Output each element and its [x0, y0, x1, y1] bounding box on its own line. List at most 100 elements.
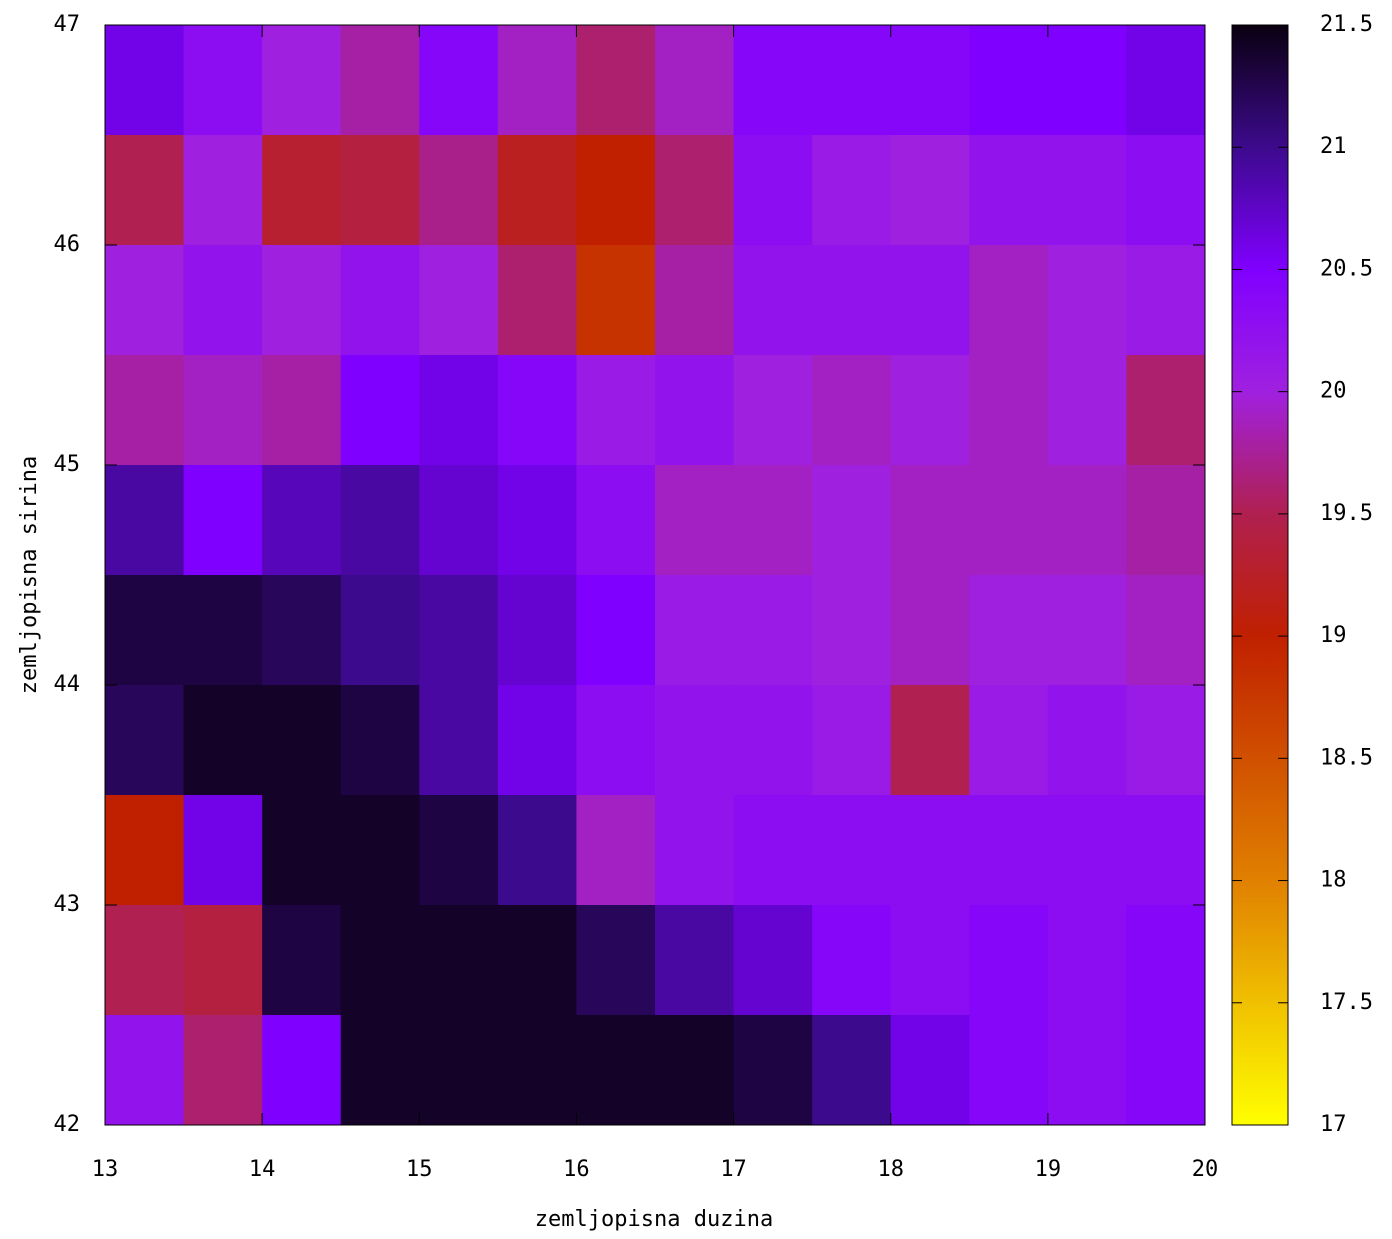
x-axis-label: zemljopisna duzina [535, 1207, 773, 1232]
heat-cell [105, 465, 185, 576]
heat-cell [890, 795, 970, 906]
x-tick-label: 18 [877, 1157, 904, 1182]
heat-cell [890, 465, 970, 576]
heat-cell [969, 1015, 1049, 1126]
heat-cell [655, 685, 735, 796]
heat-cell [576, 135, 656, 246]
heat-cell [183, 1015, 263, 1126]
x-tick-label: 19 [1035, 1157, 1062, 1182]
heat-cell [576, 25, 656, 136]
heat-cell [733, 245, 813, 356]
heat-cell [340, 245, 420, 356]
heat-cell [969, 575, 1049, 686]
x-tick-label: 13 [92, 1157, 119, 1182]
heat-cell [1047, 355, 1127, 466]
heat-cell [340, 795, 420, 906]
colorbar-tick-label: 21.5 [1320, 12, 1373, 37]
heat-cell [576, 905, 656, 1016]
heat-cell [576, 465, 656, 576]
heat-cell [183, 135, 263, 246]
heat-cell [105, 245, 185, 356]
heat-cell [262, 25, 342, 136]
heat-cell [105, 685, 185, 796]
heat-cell [1126, 685, 1206, 796]
y-tick-label: 46 [54, 232, 81, 257]
heat-cell [655, 355, 735, 466]
heat-cell [1126, 245, 1206, 356]
heat-cell [497, 25, 577, 136]
heat-cell [183, 355, 263, 466]
heat-cell [812, 795, 892, 906]
heat-cell [497, 1015, 577, 1126]
x-tick-label: 14 [249, 1157, 276, 1182]
heat-cell [419, 355, 499, 466]
x-tick-label: 17 [720, 1157, 747, 1182]
heat-cell [183, 25, 263, 136]
heat-cell [812, 135, 892, 246]
heat-cell [1047, 795, 1127, 906]
heat-cell [419, 1015, 499, 1126]
heat-cell [733, 135, 813, 246]
heat-cell [812, 905, 892, 1016]
heat-cell [497, 795, 577, 906]
heat-cell [183, 685, 263, 796]
heat-cell [969, 905, 1049, 1016]
y-axis-label: zemljopisna sirina [17, 456, 42, 694]
heat-cell [183, 245, 263, 356]
heat-cell [419, 905, 499, 1016]
heat-cell [1126, 465, 1206, 576]
heat-cell [812, 685, 892, 796]
heat-cell [890, 1015, 970, 1126]
colorbar [1231, 24, 1289, 1126]
x-tick-label: 16 [563, 1157, 590, 1182]
heat-cell [1126, 575, 1206, 686]
heat-cell [969, 465, 1049, 576]
heat-cell [262, 1015, 342, 1126]
heat-cell [733, 685, 813, 796]
heat-cell [105, 795, 185, 906]
heat-cell [1047, 1015, 1127, 1126]
heat-cell [1047, 575, 1127, 686]
heat-cell [733, 905, 813, 1016]
heat-cell [1047, 25, 1127, 136]
heat-cell [655, 575, 735, 686]
y-tick-label: 44 [54, 672, 81, 697]
heat-cell [497, 355, 577, 466]
heat-cell [419, 25, 499, 136]
heat-cell [105, 575, 185, 686]
heat-cell [812, 1015, 892, 1126]
heat-cell [655, 25, 735, 136]
colorbar-tick-label: 17 [1320, 1112, 1347, 1137]
heat-cell [576, 685, 656, 796]
heat-cell [969, 135, 1049, 246]
heat-cell [419, 795, 499, 906]
heat-cell [497, 245, 577, 356]
heat-cell [733, 465, 813, 576]
heat-cell [419, 465, 499, 576]
heat-cell [812, 465, 892, 576]
heat-cell [105, 25, 185, 136]
x-tick-label: 15 [406, 1157, 433, 1182]
heat-cell [419, 135, 499, 246]
heat-cell [812, 245, 892, 356]
heat-cell [655, 465, 735, 576]
colorbar-tick-label: 18 [1320, 868, 1347, 893]
heat-cell [262, 795, 342, 906]
y-tick-label: 45 [54, 452, 81, 477]
heat-cell [262, 135, 342, 246]
heat-cell [969, 685, 1049, 796]
heat-cell [1047, 465, 1127, 576]
heat-cell [890, 685, 970, 796]
heat-cell [183, 575, 263, 686]
heat-cell [733, 355, 813, 466]
heat-cell [890, 135, 970, 246]
heat-cell [262, 465, 342, 576]
heat-cell [969, 795, 1049, 906]
colorbar-tick-label: 18.5 [1320, 745, 1373, 770]
heat-cell [733, 1015, 813, 1126]
heat-cell [812, 355, 892, 466]
heat-cell [1126, 135, 1206, 246]
heat-cell [576, 355, 656, 466]
heat-cell [105, 135, 185, 246]
